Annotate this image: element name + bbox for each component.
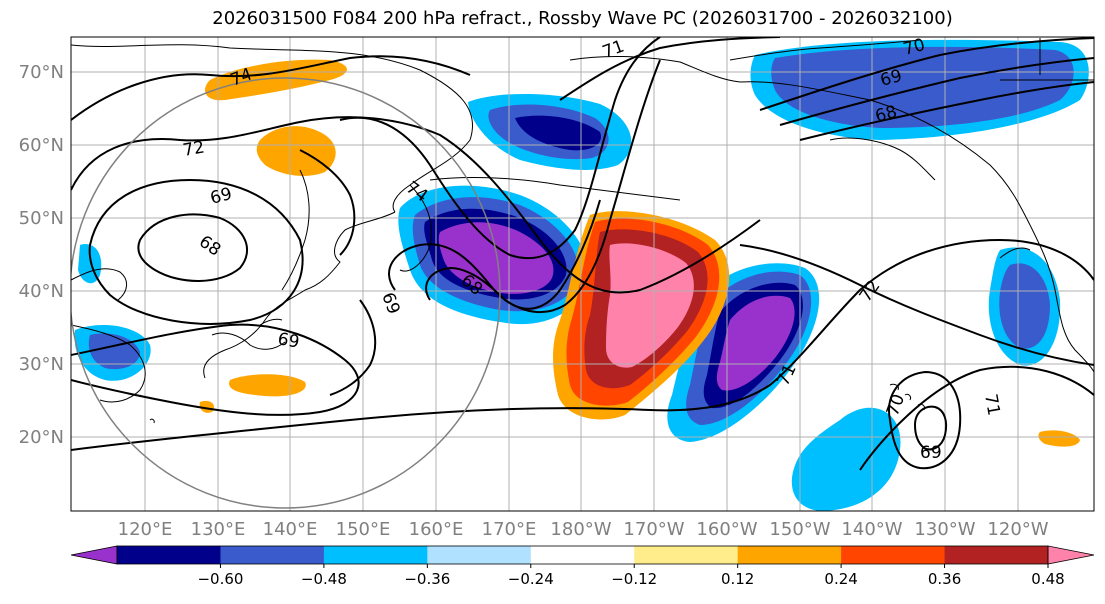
lat-label: 50°N <box>19 208 64 229</box>
map-title: 2026031500 F084 200 hPa refract., Rossby… <box>212 8 953 29</box>
colorbar-tick-label: 0.48 <box>1031 570 1064 588</box>
colorbar-tick-label: −0.24 <box>508 570 554 588</box>
colorbar-segment <box>220 546 325 564</box>
colorbar-tick-label: −0.60 <box>197 570 243 588</box>
contour-label: 69 <box>276 329 301 352</box>
contour-72-east <box>739 244 1094 366</box>
contour-69-arctic <box>779 57 1094 126</box>
lon-label: 120°W <box>987 519 1048 540</box>
colorbar-segment <box>737 546 842 564</box>
contour-label: 70 <box>901 35 927 60</box>
lon-label: 140°E <box>263 519 318 540</box>
contour-71-east-south <box>859 365 1094 471</box>
map-frame <box>70 36 1095 512</box>
colorbar-extend-low <box>70 545 118 565</box>
colorbar-segment <box>634 546 739 564</box>
colorbar-segment <box>841 546 946 564</box>
contour-70-hawaii <box>888 370 962 470</box>
lon-label: 150°W <box>769 519 830 540</box>
contour-label: 71 <box>980 392 1003 417</box>
contour-68-cell <box>137 213 249 282</box>
contour-label: 72 <box>181 137 206 160</box>
colorbar-outline <box>116 545 1049 565</box>
negative-anomaly-field-kamchatka <box>398 185 590 325</box>
lon-label: 120°E <box>118 519 173 540</box>
lon-label: 130°E <box>191 519 246 540</box>
colorbar: −0.60 −0.48 −0.36 −0.24 −0.12 0.12 0.24 0.36 0.4… <box>70 545 1095 588</box>
negative-anomaly-field-subtropical-east <box>74 244 1061 511</box>
lon-label: 150°E <box>336 519 391 540</box>
lat-label: 60°N <box>19 135 64 156</box>
contour-inner-loop-asia <box>299 149 356 256</box>
contour-68-wave <box>425 199 601 310</box>
colorbar-segment <box>944 546 1049 564</box>
colorbar-segment <box>530 546 635 564</box>
reference-circle <box>71 77 501 509</box>
latitude-labels: 20°N 30°N 40°N 50°N 60°N 70°N <box>19 62 64 448</box>
positive-anomaly-field-central-pacific <box>553 211 730 420</box>
lat-label: 30°N <box>19 354 64 375</box>
lon-label: 160°W <box>696 519 757 540</box>
lat-label: 20°N <box>19 427 64 448</box>
graticule <box>71 37 1094 511</box>
lat-label: 70°N <box>19 62 64 83</box>
contour-71-subtropical <box>71 238 1094 451</box>
positive-anomaly-field-siberia <box>199 59 1080 447</box>
lon-label: 140°W <box>841 519 902 540</box>
contour-72-arc <box>71 116 761 294</box>
colorbar-segment <box>427 546 532 564</box>
contour-69-wave <box>388 59 661 314</box>
colorbar-tick-label: −0.12 <box>611 570 657 588</box>
contour-69-south <box>71 323 360 416</box>
colorbar-segment <box>117 546 221 564</box>
lat-label: 40°N <box>19 281 64 302</box>
contour-label: 69 <box>920 443 942 463</box>
contour-74-north <box>71 55 471 121</box>
lon-label: 160°E <box>409 519 464 540</box>
contour-69-cell <box>88 178 304 325</box>
contour-69-hawaii <box>913 405 948 451</box>
contour-68-arctic <box>799 81 1094 141</box>
map-content: 74 72 69 68 74 69 68 69 71 70 69 68 72 7… <box>71 35 1094 511</box>
lon-label: 170°W <box>623 519 684 540</box>
contour-74-wave <box>339 37 661 260</box>
lon-label: 130°W <box>914 519 975 540</box>
contour-inner-loop-asia-2 <box>329 299 377 396</box>
lon-label: 180°W <box>550 519 611 540</box>
colorbar-extend-high <box>1047 545 1095 565</box>
contour-71-north <box>559 37 781 101</box>
colorbar-tick-label: −0.36 <box>404 570 450 588</box>
contour-70-arctic <box>759 37 1094 111</box>
colorbar-tick-label: 0.36 <box>928 570 961 588</box>
colorbar-segment <box>323 546 428 564</box>
longitude-labels: 120°E 130°E 140°E 150°E 160°E 170°E 180°… <box>118 519 1049 540</box>
contour-lines <box>71 37 1094 471</box>
colorbar-tick-label: 0.12 <box>721 570 754 588</box>
colorbar-tick-label: −0.48 <box>301 570 347 588</box>
lon-label: 170°E <box>482 519 537 540</box>
colorbar-tick-label: 0.24 <box>824 570 857 588</box>
